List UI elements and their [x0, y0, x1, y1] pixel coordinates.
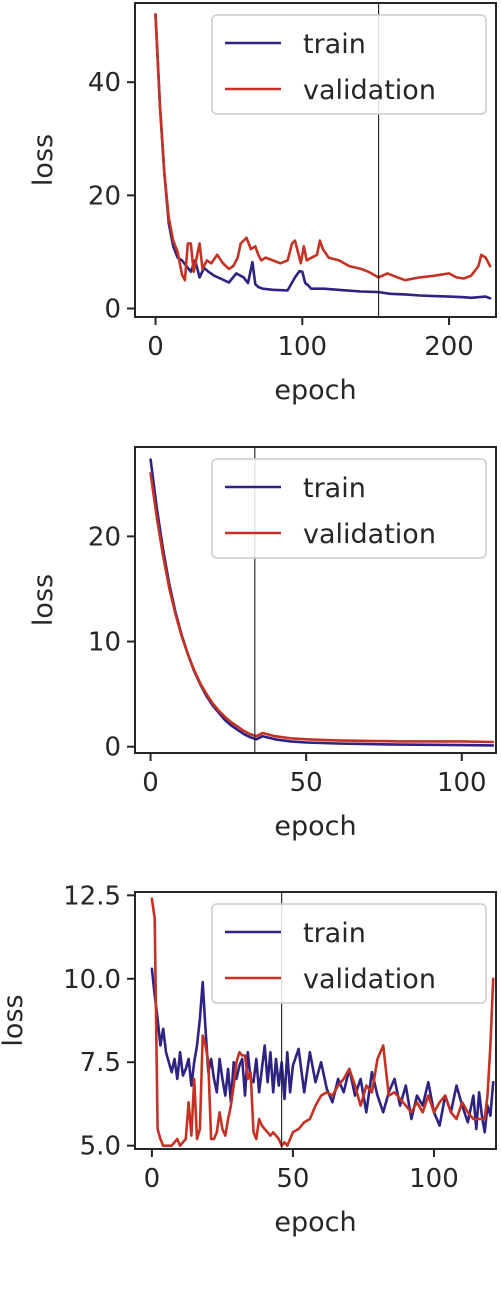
- plot-frame: [134, 446, 497, 754]
- legend: train validation: [211, 14, 487, 115]
- y-tick-label: 5.0: [80, 1132, 121, 1162]
- legend-label-validation: validation: [303, 964, 436, 995]
- x-tick-label: 50: [276, 1164, 309, 1194]
- y-tick-label: 7.5: [80, 1048, 121, 1078]
- x-axis-label: epoch: [274, 1207, 356, 1238]
- series-line-validation: [149, 471, 495, 744]
- legend-label-train: train: [303, 918, 366, 949]
- legend: train validation: [211, 903, 487, 1004]
- legend-label-train: train: [303, 29, 366, 60]
- y-tick-label: 10.0: [63, 965, 121, 995]
- legend-label-train: train: [303, 473, 366, 504]
- series-line-train: [150, 967, 495, 1134]
- y-tick-label: 20: [88, 522, 121, 552]
- x-tick-label: 0: [142, 768, 159, 798]
- legend-label-validation: validation: [303, 75, 436, 106]
- x-tick-label: 100: [409, 1164, 459, 1194]
- legend: train validation: [211, 458, 487, 559]
- y-tick-label: 10: [88, 628, 121, 658]
- x-tick-label: 0: [147, 332, 164, 362]
- y-axis-label: loss: [28, 574, 59, 626]
- y-tick-label: 12.5: [63, 881, 121, 911]
- series-group: [154, 13, 492, 300]
- chart-panel-3: 0 50 100 5.0 7.5 10.0 12.5 epoch loss train valida…: [0, 881, 497, 1238]
- series-line-train: [154, 13, 492, 300]
- y-tick-label: 0: [104, 295, 121, 325]
- chart-panel-2: 0 50 100 0 10 20 epoch loss train validation: [28, 446, 497, 842]
- series-group: [149, 458, 495, 747]
- plot-frame: [134, 891, 497, 1150]
- y-axis-label: loss: [28, 134, 59, 186]
- y-tick-label: 40: [88, 68, 121, 98]
- x-tick-label: 200: [424, 332, 474, 362]
- x-tick-label: 0: [144, 1164, 161, 1194]
- y-tick-label: 0: [104, 733, 121, 763]
- x-tick-label: 100: [437, 768, 487, 798]
- series-group: [150, 897, 495, 1147]
- series-line-validation: [150, 897, 495, 1147]
- y-tick-label: 20: [88, 181, 121, 211]
- chart-panel-1: 0 100 200 0 20 40 epoch loss train validation: [28, 2, 497, 406]
- plot-frame: [134, 2, 497, 318]
- x-tick-label: 50: [290, 768, 323, 798]
- x-axis-label: epoch: [274, 375, 356, 406]
- x-axis-label: epoch: [274, 811, 356, 842]
- x-tick-label: 100: [277, 332, 327, 362]
- legend-label-validation: validation: [303, 519, 436, 550]
- series-line-validation: [154, 13, 492, 282]
- y-axis-label: loss: [0, 994, 29, 1046]
